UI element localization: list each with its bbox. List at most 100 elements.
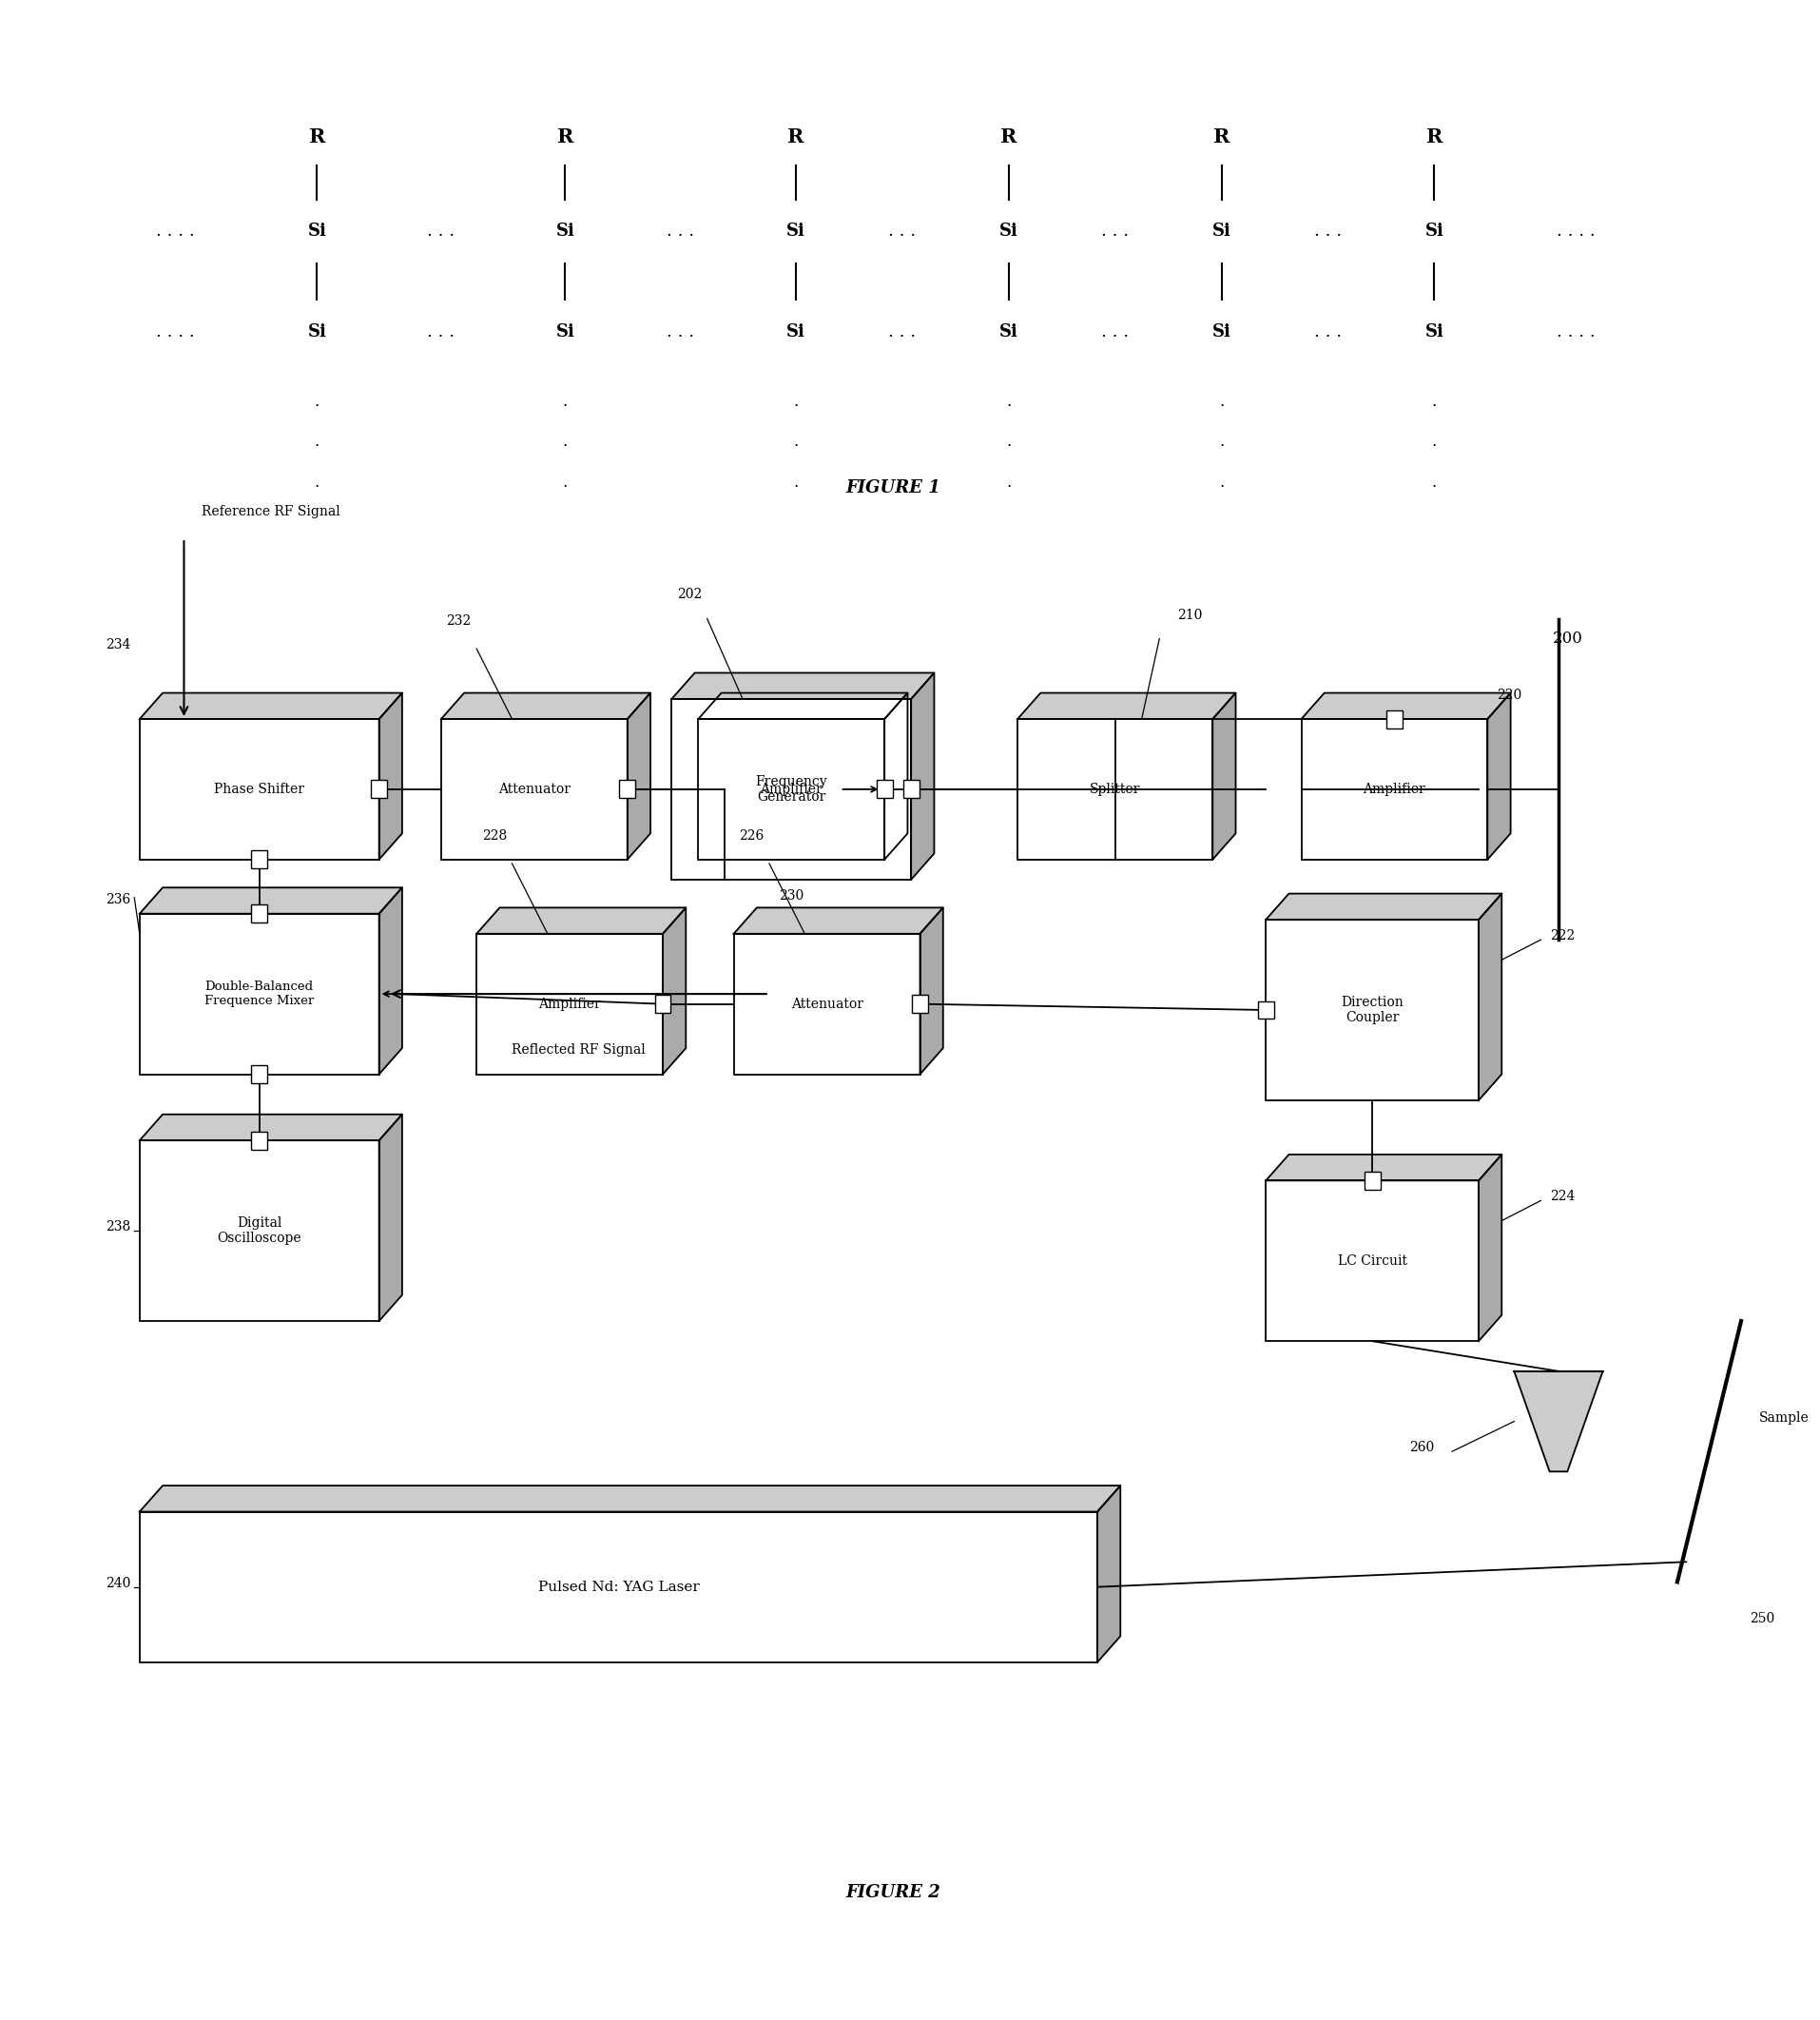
Text: .: . <box>1006 434 1012 450</box>
Text: Si: Si <box>786 323 804 339</box>
Text: 230: 230 <box>779 889 804 903</box>
Text: .: . <box>1219 434 1225 450</box>
Text: 222: 222 <box>1549 929 1574 943</box>
Bar <box>477 933 662 1075</box>
Text: R: R <box>557 127 573 147</box>
Text: 260: 260 <box>1409 1440 1434 1454</box>
Text: FIGURE 2: FIGURE 2 <box>846 1885 941 1901</box>
Bar <box>1267 1180 1478 1341</box>
Text: . . .: . . . <box>1101 222 1128 240</box>
Polygon shape <box>699 693 908 719</box>
Text: 238: 238 <box>106 1220 131 1234</box>
Text: .: . <box>1432 394 1436 410</box>
Text: .: . <box>315 394 320 410</box>
Text: 236: 236 <box>106 893 131 907</box>
Text: Attenuator: Attenuator <box>499 782 570 796</box>
Bar <box>251 1131 268 1149</box>
Text: R: R <box>1214 127 1230 147</box>
Text: .: . <box>794 475 799 491</box>
Text: Digital
Oscilloscope: Digital Oscilloscope <box>217 1216 302 1244</box>
Text: Si: Si <box>786 222 804 240</box>
Text: . . .: . . . <box>428 323 455 339</box>
Text: .: . <box>1006 394 1012 410</box>
Text: 250: 250 <box>1751 1612 1775 1624</box>
Text: . . .: . . . <box>428 222 455 240</box>
Text: 232: 232 <box>446 614 471 628</box>
Text: Amplifier: Amplifier <box>761 782 823 796</box>
Text: Si: Si <box>999 323 1017 339</box>
Polygon shape <box>662 907 686 1075</box>
Text: . . .: . . . <box>666 222 695 240</box>
Polygon shape <box>1514 1372 1603 1471</box>
Polygon shape <box>1267 893 1502 919</box>
Bar <box>1258 1002 1274 1018</box>
Text: R: R <box>309 127 326 147</box>
Polygon shape <box>140 693 402 719</box>
Text: .: . <box>1219 475 1225 491</box>
Bar <box>1017 719 1212 859</box>
Text: . . . .: . . . . <box>157 222 195 240</box>
Polygon shape <box>140 1115 402 1141</box>
Polygon shape <box>379 1115 402 1321</box>
Bar <box>877 780 892 798</box>
Text: LC Circuit: LC Circuit <box>1338 1254 1407 1267</box>
Text: . . .: . . . <box>1314 222 1341 240</box>
Polygon shape <box>379 693 402 858</box>
Text: 234: 234 <box>106 638 131 652</box>
Bar <box>912 996 928 1012</box>
Bar <box>140 1141 379 1321</box>
Text: Si: Si <box>1425 222 1443 240</box>
Text: . . .: . . . <box>666 323 695 339</box>
Text: . . . .: . . . . <box>157 323 195 339</box>
Bar <box>1365 1172 1380 1190</box>
Polygon shape <box>1267 1155 1502 1180</box>
Text: Direction
Coupler: Direction Coupler <box>1341 996 1403 1024</box>
Text: 226: 226 <box>739 828 764 842</box>
Text: 202: 202 <box>677 588 703 602</box>
Text: Pulsed Nd: YAG Laser: Pulsed Nd: YAG Laser <box>537 1580 699 1594</box>
Bar <box>1387 709 1403 727</box>
Text: Amplifier: Amplifier <box>1363 782 1425 796</box>
Text: . . .: . . . <box>888 323 915 339</box>
Text: . . . .: . . . . <box>1556 323 1596 339</box>
Bar <box>251 1065 268 1083</box>
Text: 210: 210 <box>1178 608 1203 622</box>
Text: Reflected RF Signal: Reflected RF Signal <box>511 1044 646 1056</box>
Text: Si: Si <box>555 323 575 339</box>
Polygon shape <box>912 673 934 879</box>
Polygon shape <box>919 907 943 1075</box>
Text: Si: Si <box>1212 323 1230 339</box>
Polygon shape <box>1097 1485 1121 1662</box>
Bar <box>140 913 379 1075</box>
Polygon shape <box>1301 693 1511 719</box>
Text: .: . <box>562 394 568 410</box>
Text: R: R <box>1001 127 1017 147</box>
Polygon shape <box>628 693 650 858</box>
Polygon shape <box>440 693 650 719</box>
Polygon shape <box>1212 693 1236 858</box>
Text: .: . <box>1432 475 1436 491</box>
Text: 220: 220 <box>1496 689 1522 701</box>
Polygon shape <box>733 907 943 933</box>
Text: 228: 228 <box>482 828 506 842</box>
Bar <box>672 699 912 879</box>
Bar <box>655 996 672 1012</box>
Polygon shape <box>885 693 908 858</box>
Bar <box>733 933 919 1075</box>
Text: Si: Si <box>308 222 326 240</box>
Text: Frequency
Generator: Frequency Generator <box>755 776 828 804</box>
Polygon shape <box>379 887 402 1075</box>
Text: Si: Si <box>555 222 575 240</box>
Text: . . .: . . . <box>888 222 915 240</box>
Bar <box>1301 719 1487 859</box>
Polygon shape <box>672 673 934 699</box>
Text: Attenuator: Attenuator <box>790 998 863 1010</box>
Bar <box>903 780 919 798</box>
Text: FIGURE 1: FIGURE 1 <box>846 479 941 497</box>
Text: R: R <box>788 127 804 147</box>
Text: .: . <box>794 394 799 410</box>
Text: Reference RF Signal: Reference RF Signal <box>202 505 340 519</box>
Polygon shape <box>1017 693 1236 719</box>
Polygon shape <box>1487 693 1511 858</box>
Text: Double-Balanced
Frequence Mixer: Double-Balanced Frequence Mixer <box>204 980 315 1008</box>
